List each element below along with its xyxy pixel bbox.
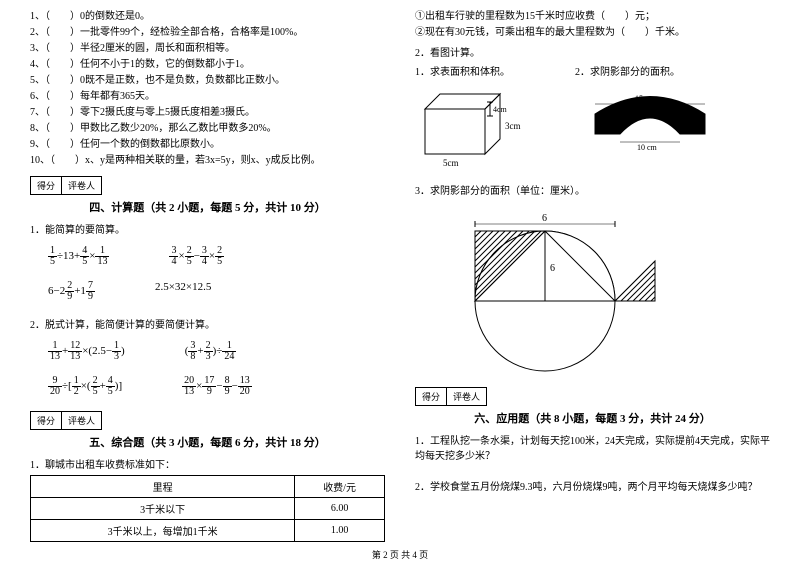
sec5-q1: 1．聊城市出租车收费标准如下： xyxy=(30,456,385,471)
section-6-title: 六、应用题（共 8 小题，每题 3 分，共计 24 分） xyxy=(415,410,770,426)
equation-row: 113+1213×(2.5−13) (38+23)÷124 xyxy=(48,341,385,362)
page-footer: 第 2 页 共 4 页 xyxy=(0,548,800,561)
table-header: 里程 xyxy=(31,476,295,498)
dim-inner: 10 cm xyxy=(637,143,658,152)
taxi-q1: ①出租车行驶的里程数为15千米时应收费（ ）元； xyxy=(415,10,770,24)
sec6-q2: 2．学校食堂五月份烧煤9.3吨，六月份烧煤9吨，两个月平均每天烧煤多少吨？ xyxy=(415,478,770,493)
table-cell: 1.00 xyxy=(295,520,385,542)
circle-triangle-svg: 6 6 xyxy=(415,201,675,376)
cuboid-svg: 4cm 3cm 5cm xyxy=(415,84,535,169)
figure-row: 1．求表面积和体积。 4cm 3cm 5cm 2．求阴影部分的面积。 xyxy=(415,63,770,178)
equation: 34×25−34×25 xyxy=(169,246,224,267)
q3-label: 3．求阴影部分的面积（单位：厘米）。 xyxy=(415,182,770,197)
equation: (38+23)÷124 xyxy=(185,341,237,362)
tf-item: 6、（ ）每年都有365天。 xyxy=(30,90,385,104)
tf-item: 2、（ ）一批零件99个，经检验全部合格，合格率是100%。 xyxy=(30,26,385,40)
equation-row: 920÷[12×(25+45)] 2013×179−89−1320 xyxy=(48,376,385,397)
q2-label: 2．看图计算。 xyxy=(415,44,770,59)
equation-row: 15÷13+45×113 34×25−34×25 xyxy=(48,246,385,267)
table-cell: 3千米以上，每增加1千米 xyxy=(31,520,295,542)
arch-figure: 2．求阴影部分的面积。 15 cm 10 cm xyxy=(575,63,725,178)
score-box: 得分 评卷人 xyxy=(30,411,385,430)
table-cell: 6.00 xyxy=(295,498,385,520)
score-label: 得分 xyxy=(30,411,62,430)
tf-item: 4、（ ）任何不小于1的数，它的倒数都小于1。 xyxy=(30,58,385,72)
table-cell: 3千米以下 xyxy=(31,498,295,520)
dim-outer: 15 cm xyxy=(635,94,656,103)
reviewer-label: 评卷人 xyxy=(62,411,102,430)
tf-item: 5、（ ）0既不是正数，也不是负数，负数都比正数小。 xyxy=(30,74,385,88)
equation: 2.5×32×12.5 xyxy=(155,281,211,302)
score-label: 得分 xyxy=(30,176,62,195)
score-label: 得分 xyxy=(415,387,447,406)
equation-row: 6−229+179 2.5×32×12.5 xyxy=(48,281,385,302)
sec4-q2: 2．脱式计算，能简便计算的要简便计算。 xyxy=(30,316,385,331)
true-false-list: 1、（ ）0的倒数还是0。 2、（ ）一批零件99个，经检验全部合格，合格率是1… xyxy=(30,10,385,168)
table-row: 3千米以下 6.00 xyxy=(31,498,385,520)
score-box: 得分 评卷人 xyxy=(30,176,385,195)
dim-top: 6 xyxy=(542,213,547,224)
dim-h: 3cm xyxy=(505,121,521,131)
equation: 6−229+179 xyxy=(48,281,95,302)
tf-item: 8、（ ）甲数比乙数少20%，那么乙数比甲数多20%。 xyxy=(30,122,385,136)
taxi-q2: ②现在有30元钱，可乘出租车的最大里程数为（ ）千米。 xyxy=(415,26,770,40)
dim-side: 6 xyxy=(550,263,555,274)
tf-item: 3、（ ）半径2厘米的圆，周长和面积相等。 xyxy=(30,42,385,56)
tf-item: 1、（ ）0的倒数还是0。 xyxy=(30,10,385,24)
sec6-q1: 1．工程队挖一条水渠，计划每天挖100米，24天完成，实际提前4天完成，实际平均… xyxy=(415,432,770,462)
reviewer-label: 评卷人 xyxy=(62,176,102,195)
section-4-title: 四、计算题（共 2 小题，每题 5 分，共计 10 分） xyxy=(30,199,385,215)
q2b-label: 2．求阴影部分的面积。 xyxy=(575,63,725,78)
equation: 113+1213×(2.5−13) xyxy=(48,341,125,362)
reviewer-label: 评卷人 xyxy=(447,387,487,406)
q2a-label: 1．求表面积和体积。 xyxy=(415,63,535,78)
tf-item: 10、（ ）x、y是两种相关联的量，若3x=5y，则x、y成反比例。 xyxy=(30,154,385,168)
box-figure: 1．求表面积和体积。 4cm 3cm 5cm xyxy=(415,63,535,178)
equation: 2013×179−89−1320 xyxy=(182,376,252,397)
fee-table: 里程 收费/元 3千米以下 6.00 3千米以上，每增加1千米 1.00 xyxy=(30,475,385,542)
section-5-title: 五、综合题（共 3 小题，每题 6 分，共计 18 分） xyxy=(30,434,385,450)
table-row: 里程 收费/元 xyxy=(31,476,385,498)
equation: 920÷[12×(25+45)] xyxy=(48,376,122,397)
left-column: 1、（ ）0的倒数还是0。 2、（ ）一批零件99个，经检验全部合格，合格率是1… xyxy=(30,10,385,542)
dim-d: 4cm xyxy=(493,105,508,114)
tf-item: 7、（ ）零下2摄氏度与零上5摄氏度相差3摄氏。 xyxy=(30,106,385,120)
page-content: 1、（ ）0的倒数还是0。 2、（ ）一批零件99个，经检验全部合格，合格率是1… xyxy=(0,0,800,547)
dim-w: 5cm xyxy=(443,158,459,168)
sec4-q1: 1．能简算的要简算。 xyxy=(30,221,385,236)
score-box: 得分 评卷人 xyxy=(415,387,770,406)
right-column: ①出租车行驶的里程数为15千米时应收费（ ）元； ②现在有30元钱，可乘出租车的… xyxy=(415,10,770,542)
tf-item: 9、（ ）任何一个数的倒数都比原数小。 xyxy=(30,138,385,152)
table-row: 3千米以上，每增加1千米 1.00 xyxy=(31,520,385,542)
arch-svg: 15 cm 10 cm xyxy=(575,84,725,154)
table-header: 收费/元 xyxy=(295,476,385,498)
equation: 15÷13+45×113 xyxy=(48,246,109,267)
